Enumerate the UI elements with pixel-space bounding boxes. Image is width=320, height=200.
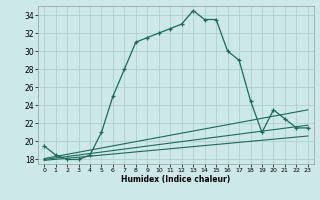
X-axis label: Humidex (Indice chaleur): Humidex (Indice chaleur) xyxy=(121,175,231,184)
